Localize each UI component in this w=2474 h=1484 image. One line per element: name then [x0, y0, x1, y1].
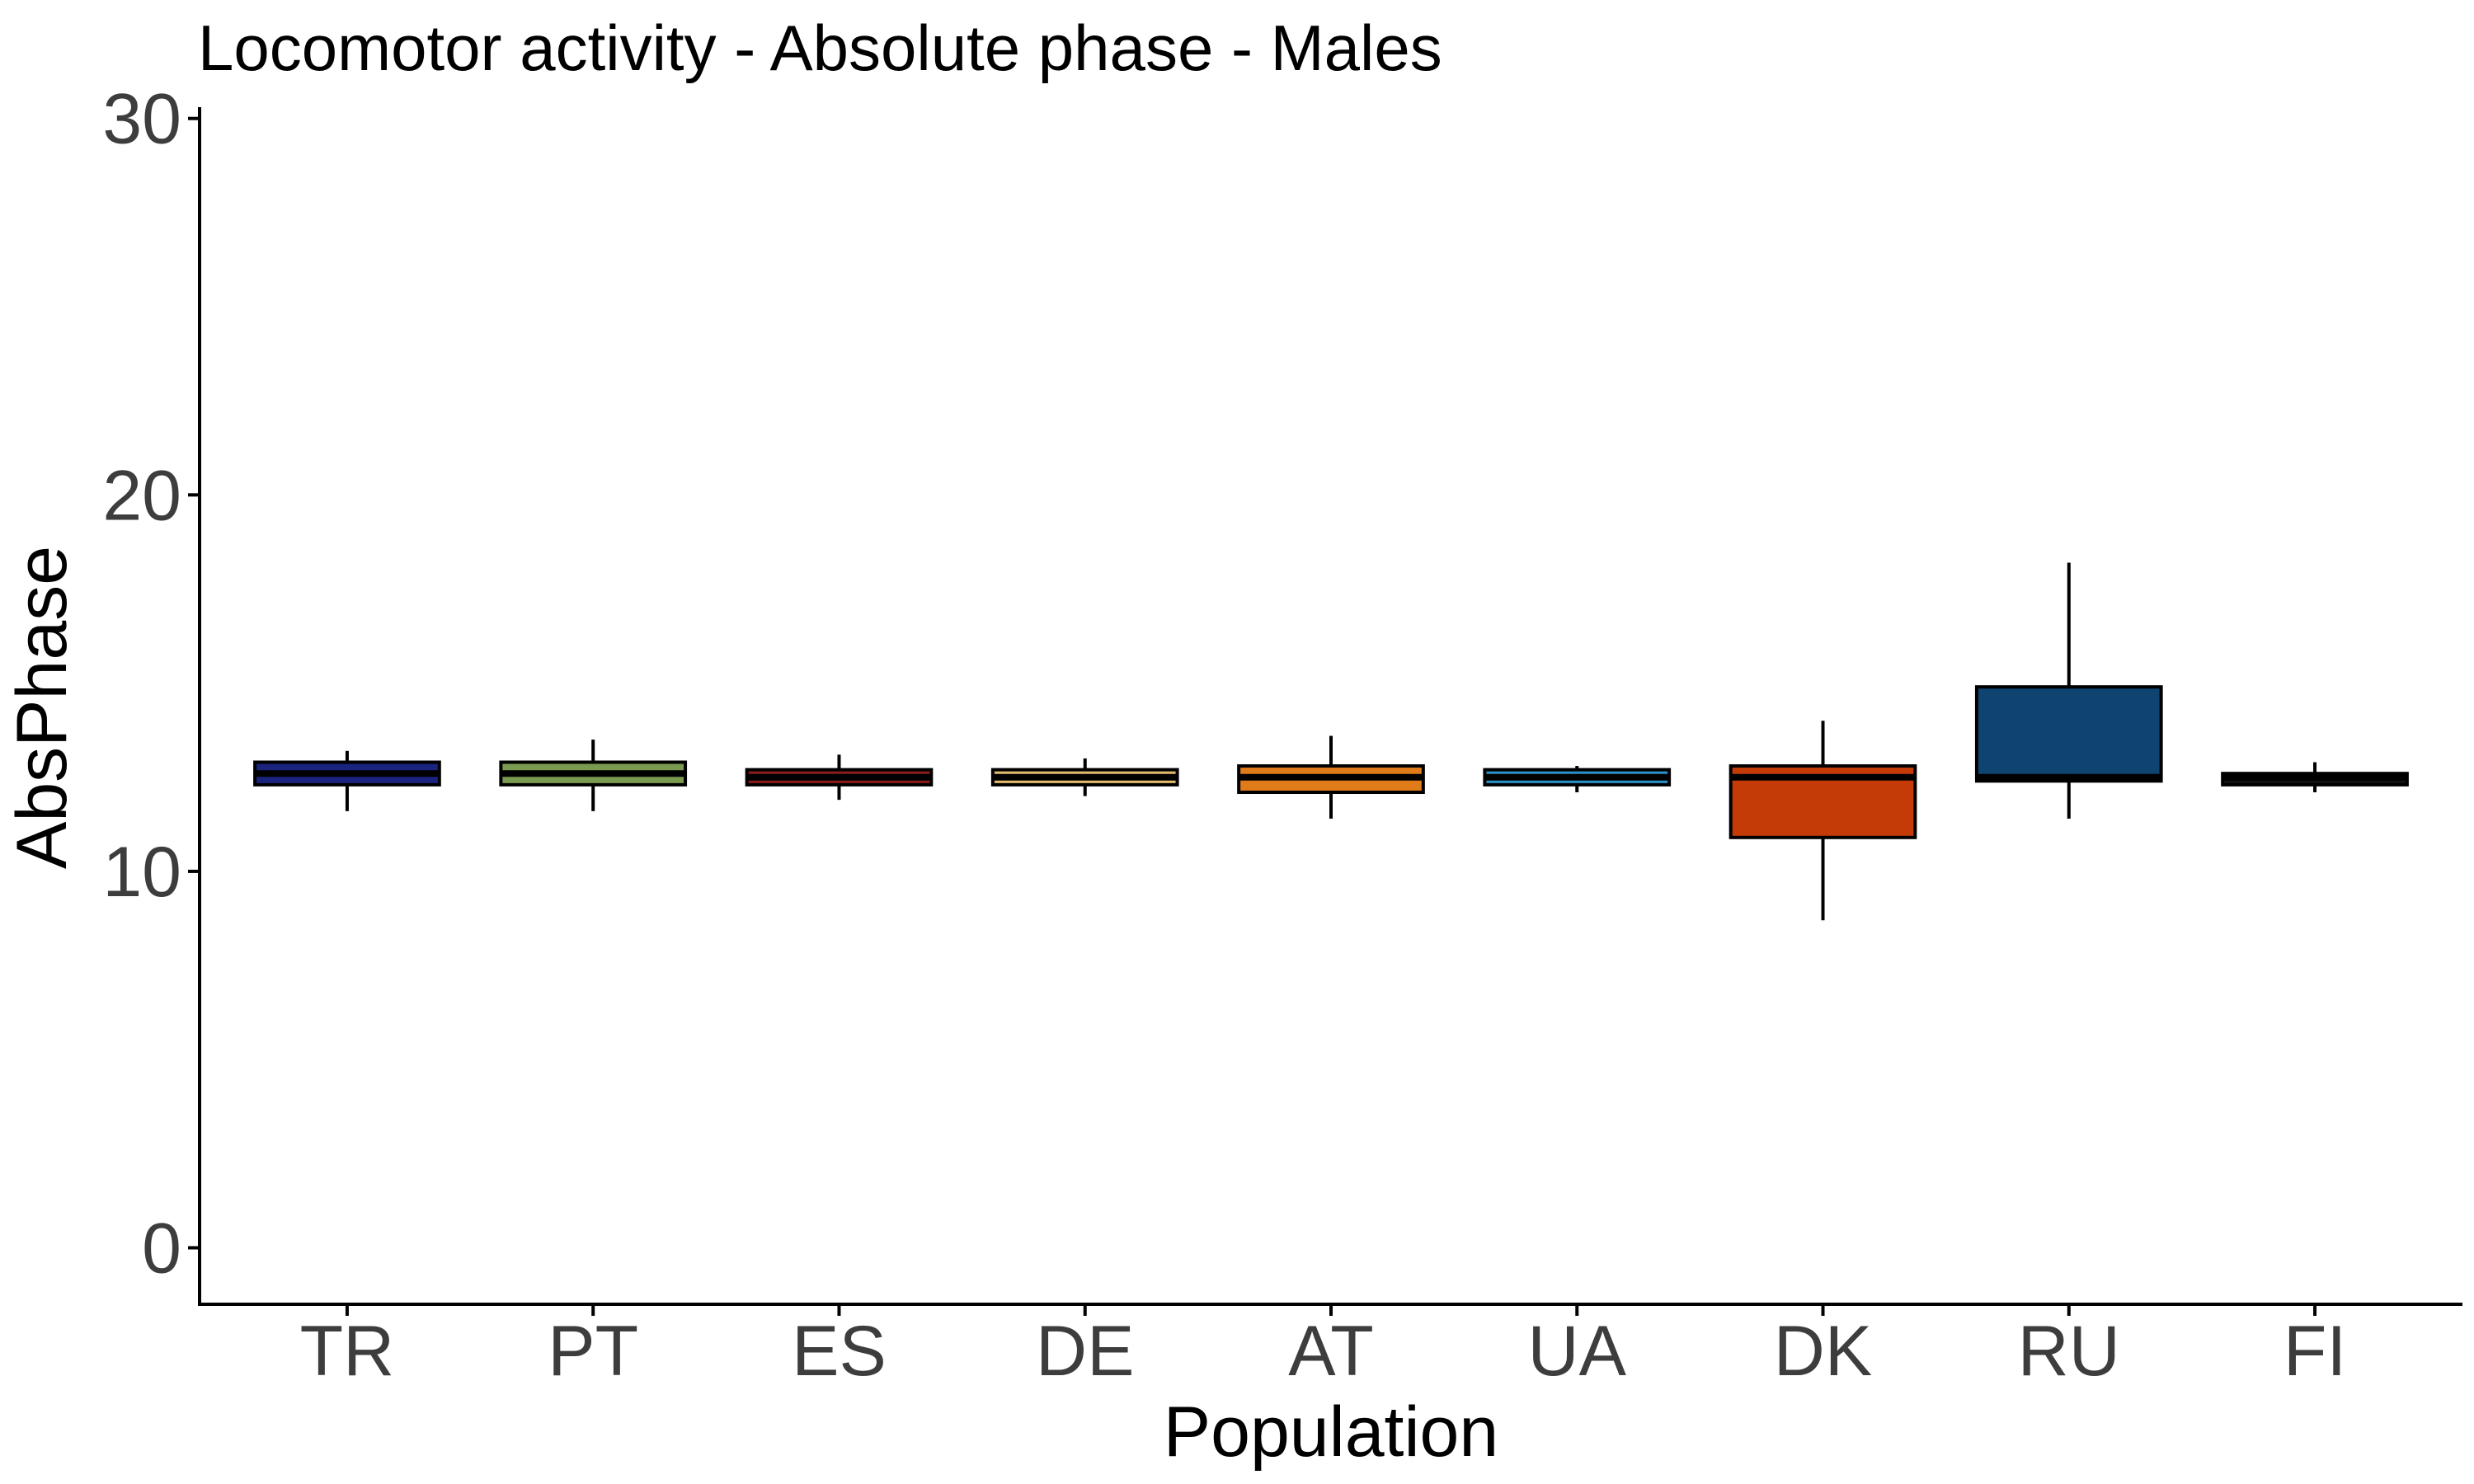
x-tick-label: FI: [2284, 1312, 2346, 1391]
x-tick-label: DE: [1036, 1312, 1134, 1391]
box-ru: [1974, 562, 2163, 819]
box-pt: [499, 740, 688, 811]
x-tick-label: DK: [1774, 1312, 1872, 1391]
box-tr: [253, 750, 441, 811]
x-tick-label: PT: [548, 1312, 638, 1391]
box-es: [745, 754, 934, 801]
box-series: [253, 562, 2409, 921]
x-tick-label: RU: [2018, 1312, 2120, 1391]
x-tick-label: AT: [1288, 1312, 1374, 1391]
box-dk: [1729, 721, 1917, 921]
x-tick-label: TR: [300, 1312, 395, 1391]
x-axis-title: Population: [1164, 1392, 1498, 1472]
box-de: [990, 758, 1179, 796]
box-at: [1237, 735, 1425, 819]
y-axis-ticks: 0 10 20 30: [102, 80, 200, 1289]
x-axis-ticks: TR PT ES DE AT UA DK RU FI: [300, 1304, 2346, 1391]
x-tick-label: ES: [792, 1312, 887, 1391]
x-tick-label: UA: [1528, 1312, 1627, 1391]
y-tick-label: 0: [142, 1209, 181, 1289]
y-axis-title: AbsPhase: [2, 546, 82, 869]
box-fi: [2221, 762, 2409, 793]
chart-title: Locomotor activity - Absolute phase - Ma…: [198, 12, 1442, 84]
y-tick-label: 20: [102, 456, 181, 535]
y-tick-label: 30: [102, 80, 181, 159]
box-ua: [1483, 766, 1672, 793]
y-tick-label: 10: [102, 833, 181, 912]
box-body: [1974, 685, 2163, 783]
